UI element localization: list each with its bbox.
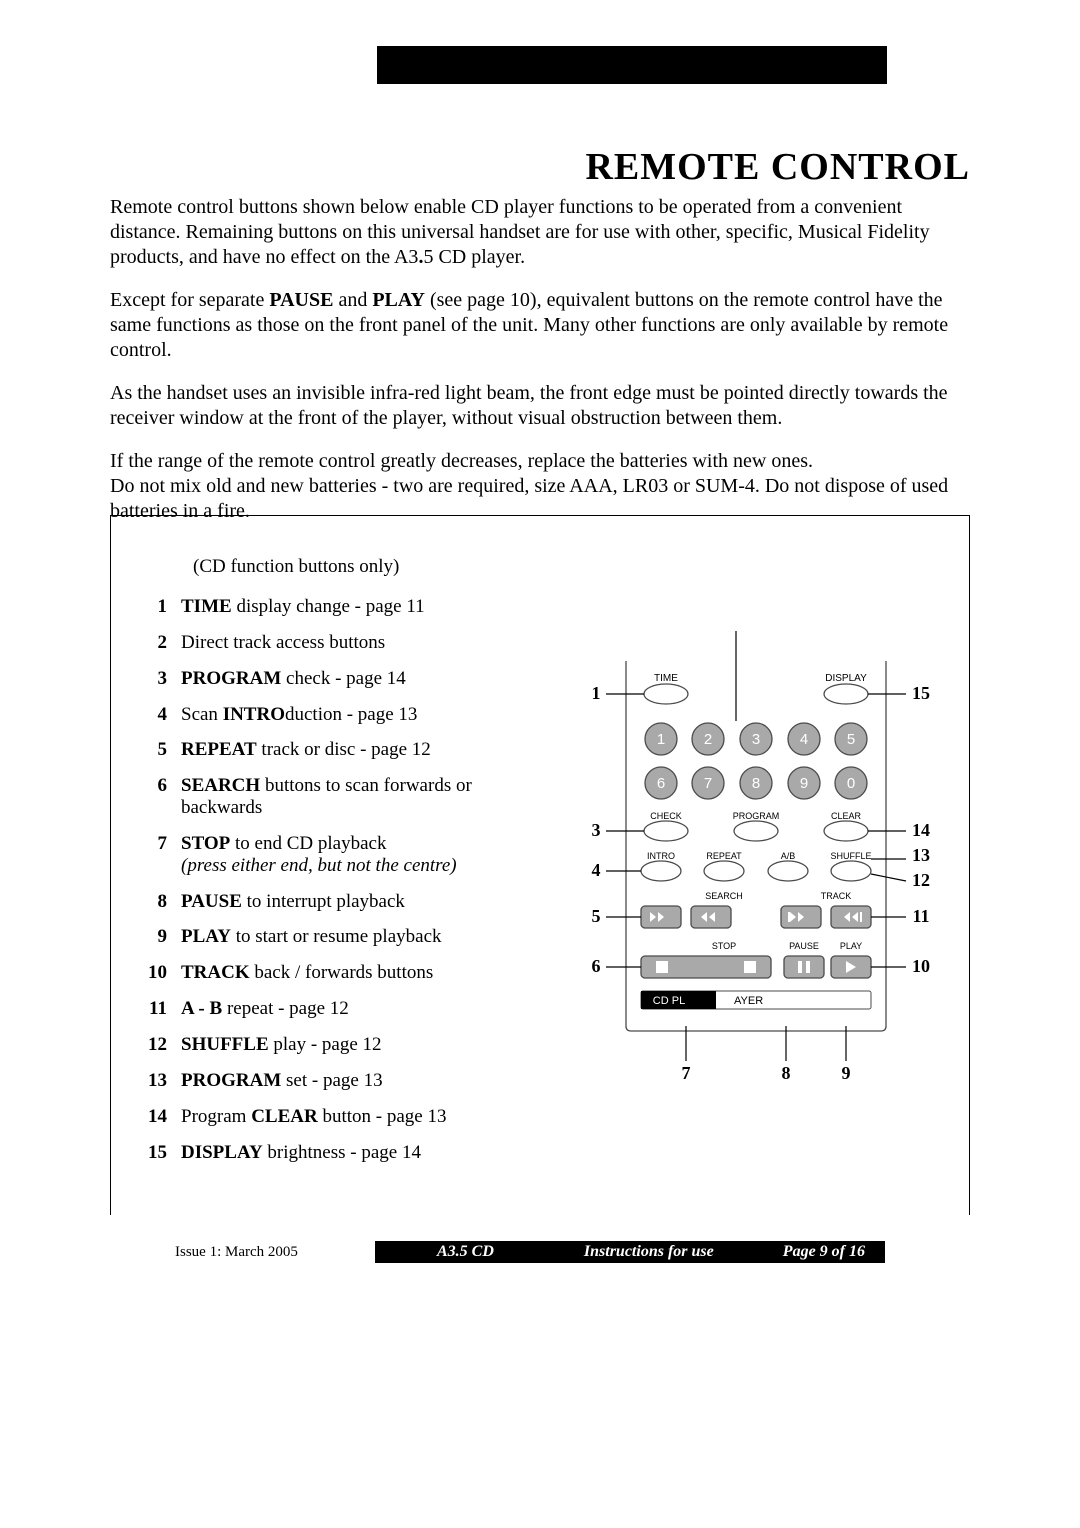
- legend-item: 7STOP to end CD playback(press either en…: [131, 833, 501, 877]
- label-time: TIME: [654, 673, 678, 684]
- svg-text:STOP: STOP: [712, 941, 736, 951]
- legend-item: 4Scan INTROduction - page 13: [131, 704, 501, 726]
- legend-item: 2Direct track access buttons: [131, 632, 501, 654]
- svg-text:15: 15: [912, 683, 930, 703]
- intro-para-1: Remote control buttons shown below enabl…: [110, 195, 970, 270]
- label-display: DISPLAY: [825, 673, 867, 684]
- footer-page: Page 9 of 16: [783, 1243, 865, 1261]
- legend-item: 5REPEAT track or disc - page 12: [131, 739, 501, 761]
- svg-text:6: 6: [657, 775, 665, 792]
- legend-item: 3PROGRAM check - page 14: [131, 668, 501, 690]
- svg-text:0: 0: [847, 775, 855, 792]
- svg-text:A/B: A/B: [781, 851, 796, 861]
- svg-text:9: 9: [842, 1063, 851, 1083]
- svg-text:REPEAT: REPEAT: [706, 851, 742, 861]
- footer-model: A3.5 CD: [437, 1243, 494, 1261]
- svg-text:6: 6: [592, 956, 601, 976]
- svg-text:INTRO: INTRO: [647, 851, 675, 861]
- svg-text:8: 8: [752, 775, 760, 792]
- svg-text:5: 5: [592, 906, 601, 926]
- svg-text:PAUSE: PAUSE: [789, 941, 819, 951]
- legend-item: 9PLAY to start or resume playback: [131, 926, 501, 948]
- pause-icon: [806, 961, 810, 973]
- top-redaction-bar: [377, 46, 887, 84]
- issue-date: Issue 1: March 2005: [175, 1244, 298, 1261]
- legend-item: 10TRACK back / forwards buttons: [131, 962, 501, 984]
- legend-header: (CD function buttons only): [193, 556, 399, 578]
- body-text: Remote control buttons shown below enabl…: [110, 195, 970, 542]
- svg-text:1: 1: [592, 683, 601, 703]
- svg-text:TRACK: TRACK: [821, 891, 852, 901]
- intro-para-2: Except for separate PAUSE and PLAY (see …: [110, 288, 970, 363]
- legend-item: 1TIME display change - page 11: [131, 596, 501, 618]
- svg-text:3: 3: [592, 820, 601, 840]
- svg-text:4: 4: [800, 731, 808, 748]
- footer-bar: A3.5 CD Instructions for use Page 9 of 1…: [375, 1241, 885, 1263]
- diagram-box: (CD function buttons only) 1TIME display…: [110, 515, 970, 1215]
- intro-para-4: If the range of the remote control great…: [110, 449, 970, 524]
- footer-instructions: Instructions for use: [584, 1243, 714, 1261]
- svg-text:4: 4: [592, 860, 601, 880]
- svg-text:7: 7: [704, 775, 712, 792]
- intro-para-3: As the handset uses an invisible infra-r…: [110, 381, 970, 431]
- stop-icon: [656, 961, 668, 973]
- svg-text:9: 9: [800, 775, 808, 792]
- svg-text:SHUFFLE: SHUFFLE: [830, 851, 871, 861]
- svg-text:14: 14: [912, 820, 930, 840]
- svg-text:12: 12: [912, 870, 930, 890]
- svg-text:CD PL: CD PL: [653, 995, 685, 1007]
- legend-item: 6SEARCH buttons to scan forwards or back…: [131, 775, 501, 819]
- svg-text:SEARCH: SEARCH: [705, 891, 743, 901]
- legend-item: 11A - B repeat - page 12: [131, 998, 501, 1020]
- legend-item: 8PAUSE to interrupt playback: [131, 891, 501, 913]
- svg-text:CLEAR: CLEAR: [831, 811, 862, 821]
- svg-text:AYER: AYER: [734, 995, 763, 1007]
- page-title: REMOTE CONTROL: [110, 145, 970, 189]
- svg-text:11: 11: [912, 906, 929, 926]
- legend-item: 15DISPLAY brightness - page 14: [131, 1142, 501, 1164]
- svg-text:5: 5: [847, 731, 855, 748]
- stop-icon: [744, 961, 756, 973]
- remote-diagram: TIME DISPLAY 12345 67890 CHECK PROGRAM C…: [506, 631, 966, 1101]
- svg-text:2: 2: [732, 631, 741, 633]
- svg-text:2: 2: [704, 731, 712, 748]
- legend-item: 13PROGRAM set - page 13: [131, 1070, 501, 1092]
- svg-text:3: 3: [752, 731, 760, 748]
- legend-list: 1TIME display change - page 11 2Direct tr…: [131, 596, 501, 1177]
- svg-text:13: 13: [912, 845, 930, 865]
- svg-text:7: 7: [682, 1063, 691, 1083]
- svg-text:CHECK: CHECK: [650, 811, 682, 821]
- svg-text:10: 10: [912, 956, 930, 976]
- legend-item: 14Program CLEAR button - page 13: [131, 1106, 501, 1128]
- svg-text:8: 8: [782, 1063, 791, 1083]
- svg-text:1: 1: [657, 731, 665, 748]
- svg-text:PROGRAM: PROGRAM: [733, 811, 780, 821]
- legend-item: 12SHUFFLE play - page 12: [131, 1034, 501, 1056]
- svg-text:PLAY: PLAY: [840, 941, 862, 951]
